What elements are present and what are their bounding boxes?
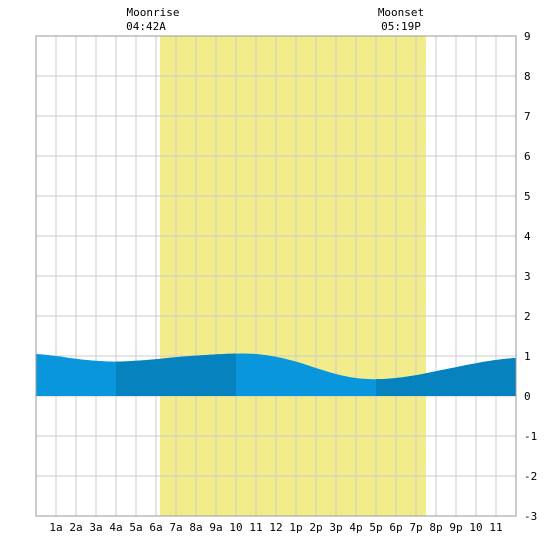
x-tick-label: 10 bbox=[469, 521, 482, 534]
plot-border bbox=[35, 35, 517, 517]
moonrise-time: 04:42A bbox=[126, 20, 166, 33]
y-tick-label: -2 bbox=[524, 470, 537, 483]
x-tick-label: 1a bbox=[49, 521, 62, 534]
y-tick-label: 1 bbox=[524, 350, 531, 363]
moonset-time: 05:19P bbox=[381, 20, 421, 33]
y-tick-label: 7 bbox=[524, 110, 531, 123]
x-tick-label: 1p bbox=[289, 521, 302, 534]
x-tick-label: 3a bbox=[89, 521, 102, 534]
x-tick-label: 12 bbox=[269, 521, 282, 534]
x-tick-label: 11 bbox=[489, 521, 502, 534]
x-tick-label: 3p bbox=[329, 521, 342, 534]
x-tick-label: 6a bbox=[149, 521, 162, 534]
tide-area-dark-band bbox=[376, 358, 516, 396]
x-tick-label: 9p bbox=[449, 521, 462, 534]
tide-area-dark-band bbox=[116, 353, 236, 396]
x-tick-label: 4p bbox=[349, 521, 362, 534]
x-tick-label: 5p bbox=[369, 521, 382, 534]
y-tick-label: 0 bbox=[524, 390, 531, 403]
y-tick-label: 3 bbox=[524, 270, 531, 283]
x-tick-label: 4a bbox=[109, 521, 122, 534]
x-tick-label: 2p bbox=[309, 521, 322, 534]
plot-area: 1a 2a 3a 4a 5a 6a 7a 8a 9a 10 11 12 1p 2p 3p 4p 5p 6p 7p 8p… bbox=[35, 30, 537, 534]
moonrise-label: Moonrise bbox=[127, 6, 180, 19]
x-tick-label: 8p bbox=[429, 521, 442, 534]
x-tick-label: 11 bbox=[249, 521, 262, 534]
x-tick-label: 6p bbox=[389, 521, 402, 534]
x-tick-label: 9a bbox=[209, 521, 222, 534]
x-tick-label: 8a bbox=[189, 521, 202, 534]
x-tick-label: 7p bbox=[409, 521, 422, 534]
y-tick-label: -3 bbox=[524, 510, 537, 523]
y-tick-label: 6 bbox=[524, 150, 531, 163]
moonset-label: Moonset bbox=[378, 6, 424, 19]
y-tick-label: 9 bbox=[524, 30, 531, 43]
y-tick-label: 4 bbox=[524, 230, 531, 243]
y-tick-label: 5 bbox=[524, 190, 531, 203]
x-tick-label: 10 bbox=[229, 521, 242, 534]
x-tick-label: 7a bbox=[169, 521, 182, 534]
x-tick-label: 5a bbox=[129, 521, 142, 534]
x-tick-label: 2a bbox=[69, 521, 82, 534]
y-tick-label: 2 bbox=[524, 310, 531, 323]
y-tick-label: 8 bbox=[524, 70, 531, 83]
y-tick-label: -1 bbox=[524, 430, 537, 443]
